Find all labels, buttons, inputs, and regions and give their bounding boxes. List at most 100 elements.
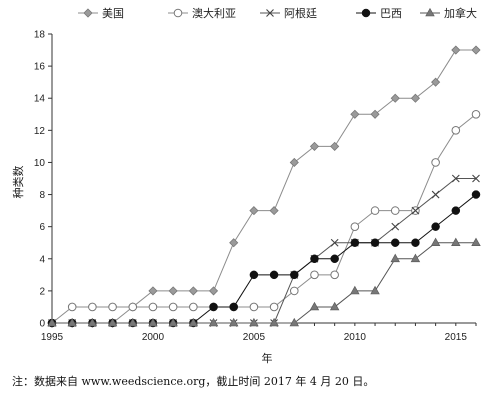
data-point bbox=[249, 302, 259, 312]
legend-item-5: 加拿大 bbox=[420, 6, 477, 20]
legend-marker bbox=[361, 8, 371, 18]
x-axis-label: 年 bbox=[262, 351, 273, 365]
data-point bbox=[310, 270, 319, 280]
series-1 bbox=[47, 45, 481, 328]
legend-marker bbox=[266, 9, 274, 17]
y-tick-label: 10 bbox=[34, 158, 46, 169]
data-source-note: 注：数据来自 www.weedscience.org，截止时间 2017 年 4… bbox=[12, 375, 375, 388]
data-point bbox=[431, 222, 440, 231]
legend-label: 巴西 bbox=[380, 7, 402, 20]
series-2 bbox=[47, 109, 481, 328]
data-point bbox=[350, 238, 360, 247]
data-point bbox=[390, 206, 400, 215]
x-tick-label: 2010 bbox=[344, 332, 367, 343]
data-point bbox=[168, 302, 178, 312]
data-point bbox=[188, 286, 198, 296]
y-tick-label: 4 bbox=[39, 254, 45, 265]
data-point bbox=[451, 237, 461, 247]
y-tick-label: 6 bbox=[39, 222, 45, 233]
data-point bbox=[309, 301, 320, 311]
data-point bbox=[148, 286, 158, 296]
data-point bbox=[229, 302, 238, 312]
data-point bbox=[128, 302, 138, 312]
legend-label: 加拿大 bbox=[444, 6, 477, 20]
data-point bbox=[350, 222, 360, 231]
data-point bbox=[148, 317, 158, 327]
data-point bbox=[208, 286, 219, 296]
data-point bbox=[391, 222, 400, 231]
data-point bbox=[168, 317, 178, 327]
data-point bbox=[471, 237, 481, 247]
y-tick-label: 14 bbox=[34, 94, 46, 105]
series-layer bbox=[47, 45, 481, 328]
data-point bbox=[370, 206, 380, 215]
x-tick-label: 2015 bbox=[445, 332, 468, 343]
data-point bbox=[289, 157, 299, 168]
legend-item-4: 巴西 bbox=[356, 7, 402, 20]
data-point bbox=[410, 253, 421, 263]
data-point bbox=[390, 238, 400, 247]
data-point bbox=[289, 317, 299, 327]
data-point bbox=[269, 302, 279, 312]
legend-item-1: 美国 bbox=[78, 7, 124, 20]
legend-item-2: 澳大利亚 bbox=[168, 6, 236, 20]
data-point bbox=[330, 238, 339, 247]
data-point bbox=[269, 270, 279, 280]
legend-item-3: 阿根廷 bbox=[260, 6, 317, 20]
data-point bbox=[472, 174, 480, 183]
data-point bbox=[289, 286, 299, 296]
legend-marker bbox=[173, 8, 183, 18]
data-point bbox=[451, 45, 461, 55]
data-point bbox=[330, 270, 339, 280]
data-point bbox=[471, 109, 481, 119]
data-point bbox=[451, 206, 461, 215]
data-point bbox=[269, 206, 279, 216]
data-point bbox=[189, 302, 198, 312]
series-line bbox=[52, 49, 476, 324]
legend-marker bbox=[425, 7, 435, 17]
x-tick-label: 1995 bbox=[41, 332, 64, 343]
data-point bbox=[229, 317, 239, 327]
data-point bbox=[249, 317, 259, 327]
data-point bbox=[350, 285, 360, 295]
data-point bbox=[431, 158, 440, 167]
legend: 美国 澳大利亚 阿根廷 巴西 加拿大 bbox=[78, 6, 477, 20]
data-point bbox=[269, 317, 279, 327]
data-point bbox=[87, 317, 98, 327]
line-chart: 美国 澳大利亚 阿根廷 巴西 加拿大 种类数 年 0 2 4 6 8 10 12 14 16 18 1995… bbox=[11, 6, 481, 365]
data-point bbox=[431, 190, 440, 199]
y-tick-label: 16 bbox=[34, 62, 46, 73]
data-point bbox=[390, 253, 400, 263]
data-point bbox=[410, 93, 420, 103]
series-line bbox=[52, 178, 476, 324]
data-point bbox=[290, 270, 299, 280]
data-point bbox=[390, 93, 400, 103]
y-tick-label: 18 bbox=[34, 30, 46, 41]
data-point bbox=[431, 77, 441, 87]
axes: 0 2 4 6 8 10 12 14 16 18 1995 2000 2005 2010 2015 bbox=[34, 30, 477, 343]
data-point bbox=[370, 109, 380, 119]
series-5 bbox=[47, 237, 481, 327]
data-point bbox=[67, 302, 77, 312]
data-point bbox=[229, 238, 239, 248]
y-tick-label: 0 bbox=[39, 319, 45, 330]
data-point bbox=[188, 317, 199, 327]
data-point bbox=[329, 301, 340, 311]
y-tick-label: 2 bbox=[39, 286, 45, 297]
series-line bbox=[51, 113, 477, 324]
data-point bbox=[309, 141, 320, 151]
data-point bbox=[148, 302, 158, 312]
data-point bbox=[430, 237, 441, 247]
series-line bbox=[52, 242, 476, 324]
y-tick-label: 8 bbox=[39, 190, 45, 201]
data-point bbox=[451, 126, 461, 135]
data-point bbox=[107, 317, 118, 327]
data-point bbox=[67, 317, 77, 327]
data-point bbox=[249, 270, 259, 280]
legend-label: 美国 bbox=[102, 7, 124, 20]
data-point bbox=[471, 190, 481, 199]
data-point bbox=[249, 206, 259, 216]
data-point bbox=[108, 302, 117, 312]
x-tick-label: 2000 bbox=[142, 332, 165, 343]
legend-marker bbox=[83, 8, 93, 18]
